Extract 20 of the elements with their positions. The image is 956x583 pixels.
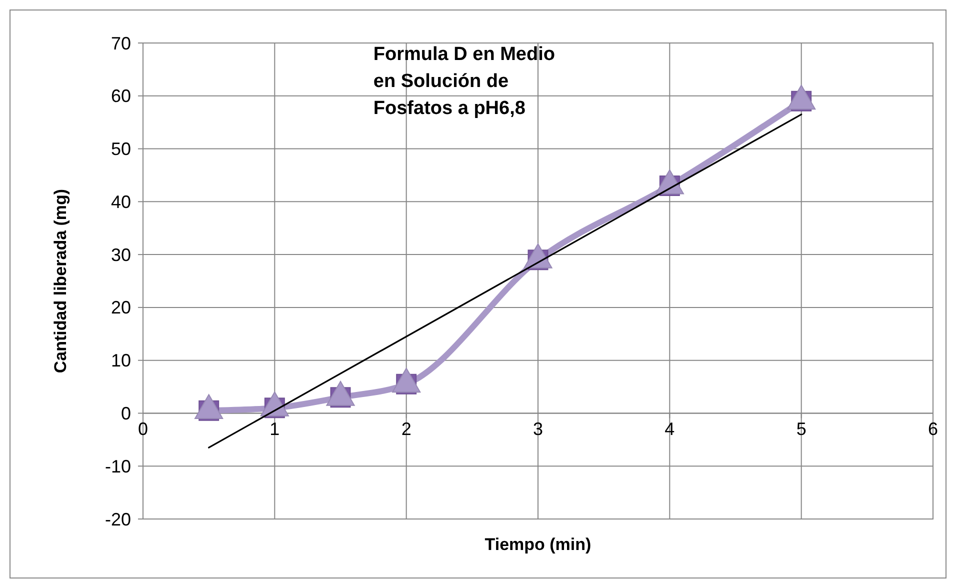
- x-tick-label: 3: [532, 419, 544, 440]
- y-tick-label: -20: [104, 509, 131, 530]
- x-tick-label: 0: [138, 419, 148, 440]
- y-tick-label: 40: [110, 192, 131, 212]
- x-tick-label: 5: [796, 419, 806, 440]
- text: Formula D en Medio en Solución de Fosfatos a pH6,8: [373, 44, 555, 119]
- y-tick-label: 60: [110, 86, 131, 106]
- y-tick-label: 20: [110, 298, 131, 318]
- y-axis-title: Cantidad liberada (mg): [51, 188, 70, 374]
- y-tick-label: 70: [110, 33, 131, 54]
- y-tick-label: -10: [104, 456, 131, 476]
- y-tick-label: 50: [110, 139, 131, 160]
- y-tick-label: 10: [110, 350, 131, 371]
- y-tick-label: 30: [110, 244, 131, 265]
- y-tick-label: 0: [120, 404, 131, 424]
- x-tick-label: 6: [928, 419, 938, 440]
- x-tick-label: 4: [664, 419, 675, 440]
- x-axis-title: Tiempo (min): [484, 535, 592, 554]
- x-tick-label: 2: [401, 419, 412, 440]
- x-tick-label: 1: [270, 419, 280, 440]
